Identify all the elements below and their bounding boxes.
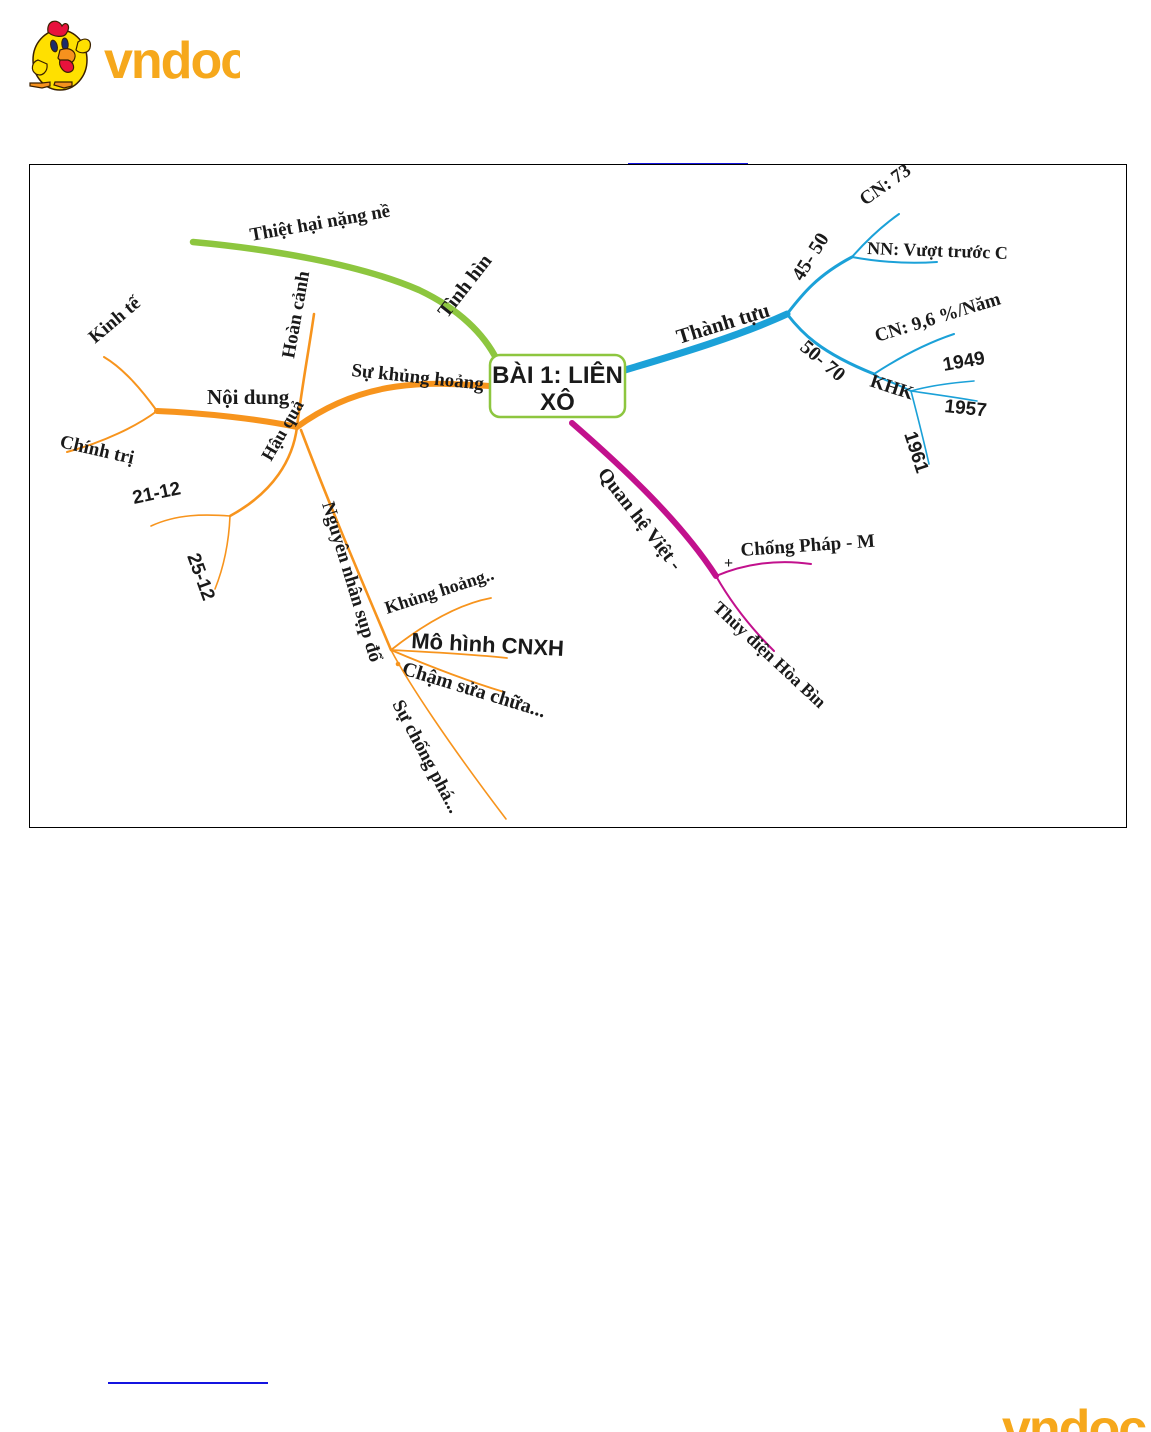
svg-text:Nội dung: Nội dung bbox=[207, 385, 290, 409]
svg-text:KHK: KHK bbox=[867, 371, 916, 405]
svg-text:Chống Pháp - M: Chống Pháp - M bbox=[740, 531, 876, 561]
svg-text:25-12: 25-12 bbox=[182, 551, 218, 604]
svg-text:XÔ: XÔ bbox=[540, 388, 575, 416]
svg-text:50- 70: 50- 70 bbox=[796, 336, 850, 386]
svg-text:1957: 1957 bbox=[943, 396, 987, 421]
svg-text:+: + bbox=[724, 555, 733, 572]
svg-text:CN: 9,6 %/Năm: CN: 9,6 %/Năm bbox=[872, 289, 1003, 347]
svg-text:Chính trị: Chính trị bbox=[58, 431, 136, 468]
svg-text:vndoc: vndoc bbox=[104, 32, 240, 90]
svg-text:Chậm sửa chữa...: Chậm sửa chữa... bbox=[400, 658, 549, 723]
svg-text:1961: 1961 bbox=[899, 429, 932, 476]
svg-text:Thiệt hại nặng nề: Thiệt hại nặng nề bbox=[248, 201, 392, 246]
svg-text:Kinh tế: Kinh tế bbox=[85, 292, 146, 348]
svg-text:vndoc: vndoc bbox=[1002, 1400, 1146, 1432]
svg-text:CN: 73: CN: 73 bbox=[856, 164, 915, 210]
svg-text:NN: Vượt trước C: NN: Vượt trước C bbox=[867, 238, 1008, 263]
svg-text:Sự chống phá...: Sự chống phá... bbox=[388, 696, 465, 816]
svg-text:Tình hìn: Tình hìn bbox=[434, 250, 497, 322]
svg-text:Nguyên nhân sụp đổ: Nguyên nhân sụp đổ bbox=[317, 499, 386, 665]
svg-text:21-12: 21-12 bbox=[131, 478, 183, 509]
svg-text:Mô hình CNXH: Mô hình CNXH bbox=[411, 628, 565, 661]
svg-text:BÀI 1: LIÊN: BÀI 1: LIÊN bbox=[492, 361, 623, 389]
svg-text:45- 50: 45- 50 bbox=[788, 229, 834, 284]
svg-text:1949: 1949 bbox=[941, 348, 986, 376]
svg-text:Khủng hoảng..: Khủng hoảng.. bbox=[382, 564, 496, 618]
svg-text:Thủy điện Hòa Bìn: Thủy điện Hòa Bìn bbox=[709, 597, 830, 712]
